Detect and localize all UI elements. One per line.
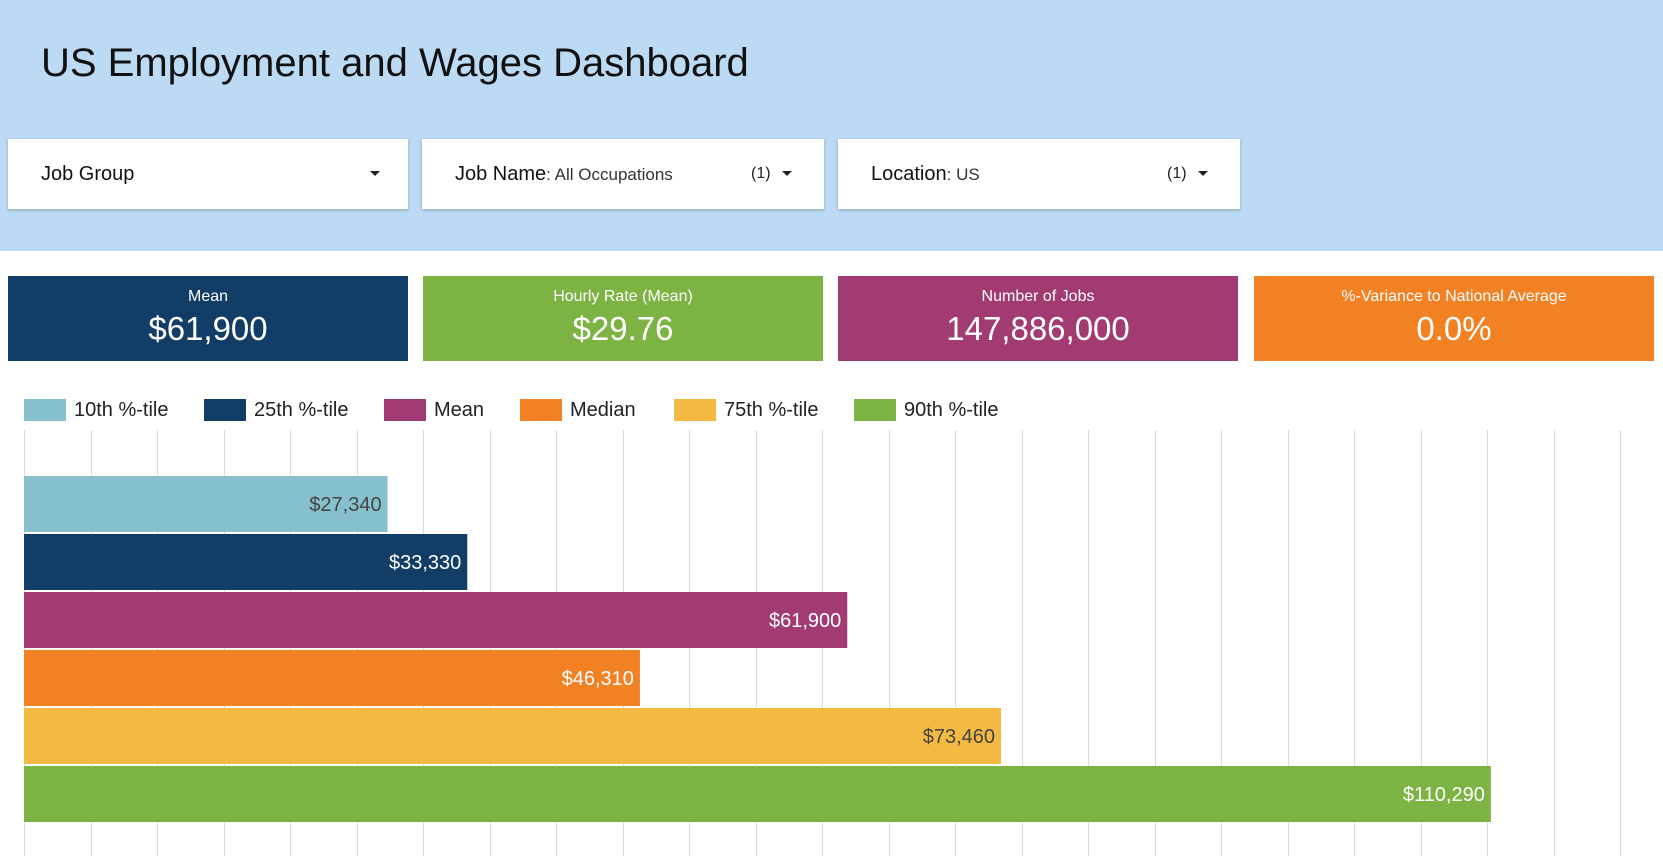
kpi-label: Hourly Rate (Mean) [553, 288, 693, 305]
bar-median[interactable] [24, 650, 640, 706]
header-band: US Employment and Wages Dashboard Job Gr… [0, 0, 1663, 251]
legend-swatch [204, 399, 246, 421]
bar-data-label: $27,340 [309, 494, 381, 516]
job-name-filter-value: : All Occupations [546, 165, 673, 184]
legend-swatch [520, 399, 562, 421]
kpi-card-variance: %-Variance to National Average 0.0% [1254, 276, 1654, 361]
legend-label: Median [570, 399, 636, 421]
kpi-label: Number of Jobs [981, 288, 1095, 305]
page-title: US Employment and Wages Dashboard [41, 41, 749, 85]
bar-mean[interactable] [24, 592, 848, 648]
job-name-filter-label: Job Name [455, 163, 547, 185]
location-filter-label: Location [871, 163, 947, 185]
job-group-filter-label: Job Group [41, 163, 135, 185]
bar-75th-tile[interactable] [24, 708, 1002, 764]
location-filter-count: (1) [1167, 165, 1187, 182]
location-filter[interactable]: Location: US (1) [838, 139, 1240, 209]
job-name-filter[interactable]: Job Name: All Occupations (1) [422, 139, 824, 209]
job-group-filter[interactable]: Job Group [8, 139, 408, 209]
bar-10th-tile[interactable] [24, 476, 388, 532]
legend-label: Mean [434, 399, 485, 421]
kpi-card-mean: Mean $61,900 [8, 276, 408, 361]
bar-data-label: $110,290 [1403, 784, 1485, 806]
bar-data-label: $61,900 [769, 610, 841, 632]
kpi-label: %-Variance to National Average [1341, 288, 1567, 305]
kpi-value: 0.0% [1416, 310, 1492, 347]
legend-label: 90th %-tile [904, 399, 999, 421]
wage-distribution-bar-chart: $27,340 $33,330 $61,900 $46,310 $73,460 $110,… [24, 430, 1621, 856]
kpi-card-hourly-rate: Hourly Rate (Mean) $29.76 [423, 276, 823, 361]
kpi-label: Mean [187, 288, 229, 305]
location-filter-value: : US [946, 165, 980, 184]
legend-swatch [674, 399, 716, 421]
kpi-value: $29.76 [572, 310, 674, 347]
legend-label: 25th %-tile [254, 399, 349, 421]
legend-swatch [854, 399, 896, 421]
kpi-value: $61,900 [148, 310, 268, 347]
legend-swatch [384, 399, 426, 421]
bar-25th-tile[interactable] [24, 534, 468, 590]
bar-90th-tile[interactable] [24, 766, 1491, 822]
chevron-down-icon [370, 171, 380, 176]
kpi-value: 147,886,000 [946, 310, 1130, 347]
legend-swatch [24, 399, 66, 421]
chevron-down-icon [782, 171, 792, 176]
bar-data-label: $46,310 [562, 668, 634, 690]
legend-label: 75th %-tile [724, 399, 819, 421]
bar-data-label: $33,330 [389, 552, 461, 574]
job-name-filter-count: (1) [751, 165, 771, 182]
bar-data-label: $73,460 [923, 726, 995, 748]
chevron-down-icon [1198, 171, 1208, 176]
kpi-card-number-of-jobs: Number of Jobs 147,886,000 [838, 276, 1238, 361]
legend-label: 10th %-tile [74, 399, 169, 421]
